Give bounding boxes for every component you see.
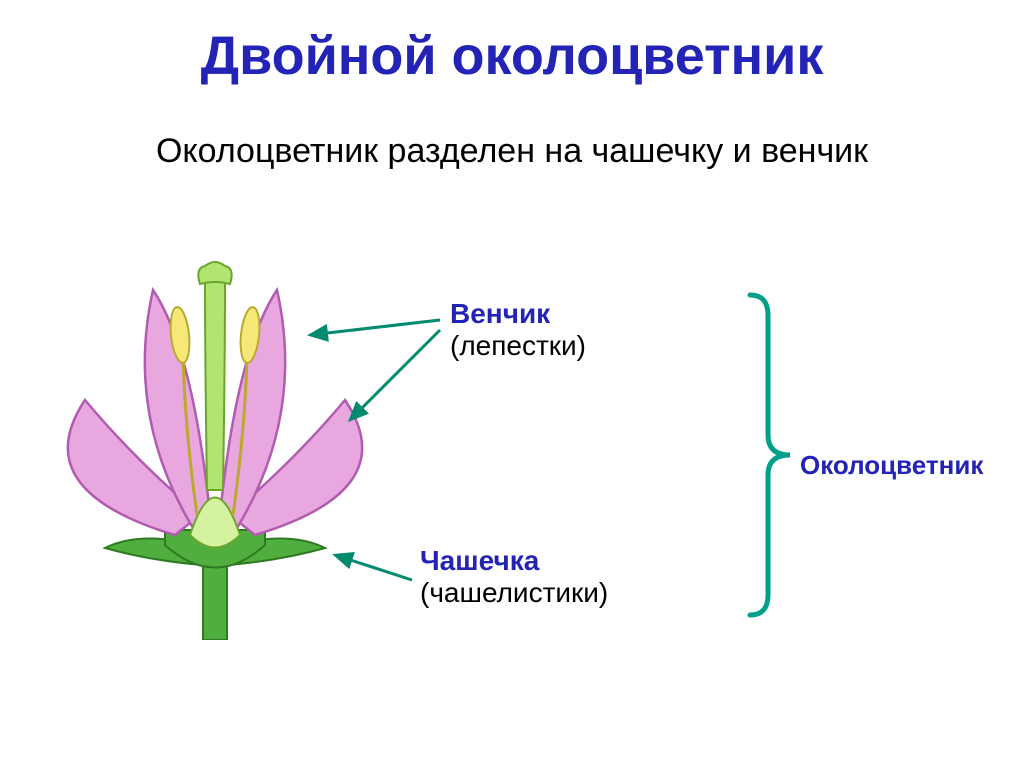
calyx-label: Чашечка (чашелистики) bbox=[420, 545, 608, 609]
subtitle-text: Околоцветник разделен на чашечку и венчи… bbox=[156, 132, 868, 170]
calyx-label-sub: (чашелистики) bbox=[420, 577, 608, 609]
corolla-label-main: Венчик bbox=[450, 298, 586, 330]
corolla-label: Венчик (лепестки) bbox=[450, 298, 586, 362]
page-title: Двойной околоцветник bbox=[0, 25, 1024, 87]
perianth-label: Околоцветник bbox=[800, 450, 983, 481]
perianth-label-text: Околоцветник bbox=[800, 450, 983, 480]
curly-brace bbox=[750, 295, 790, 615]
calyx-label-main: Чашечка bbox=[420, 545, 608, 577]
corolla-label-sub: (лепестки) bbox=[450, 330, 586, 362]
subtitle: Околоцветник разделен на чашечку и венчи… bbox=[0, 130, 1024, 173]
title-text: Двойной околоцветник bbox=[201, 26, 824, 86]
flower-diagram bbox=[45, 260, 385, 640]
